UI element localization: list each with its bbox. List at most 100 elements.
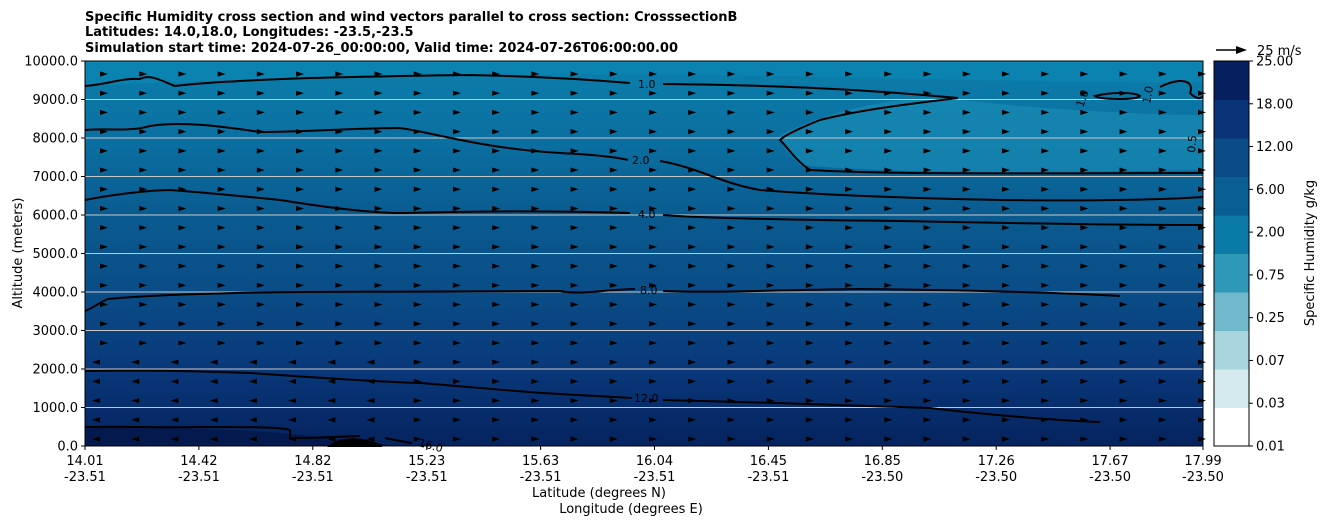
wind-vector	[531, 321, 540, 327]
wind-vector	[374, 282, 383, 288]
wind-vector	[1080, 186, 1089, 192]
dry-band-upper-right	[780, 98, 1203, 173]
wind-vector	[1158, 359, 1167, 365]
wind-vector	[452, 340, 461, 346]
wind-vector	[727, 167, 736, 173]
wind-vector	[1001, 321, 1010, 327]
x-tick-label-lon: -23.51	[406, 470, 448, 485]
wind-vector	[170, 378, 179, 384]
wind-vector	[1119, 417, 1128, 423]
colorbar-label: Specific Humidity g/kg	[1303, 180, 1318, 326]
wind-vector	[374, 321, 383, 327]
wind-vector	[884, 263, 893, 269]
x-tick-label-lat: 14.82	[294, 454, 331, 469]
wind-vector	[609, 378, 618, 384]
wind-vector	[1158, 263, 1167, 269]
contour-8-0	[84, 288, 636, 312]
wind-vector	[727, 282, 736, 288]
wind-vector	[492, 167, 501, 173]
x-axis-label-latitude: Latitude (degrees N)	[532, 486, 666, 501]
wind-vector	[962, 109, 971, 116]
wind-vector	[570, 109, 579, 116]
contour-4-0-cont	[662, 214, 1204, 226]
wind-vector	[413, 282, 422, 288]
wind-vector	[805, 129, 814, 135]
wind-vector	[531, 378, 540, 384]
wind-vector	[1119, 129, 1128, 135]
wind-vector	[1119, 225, 1128, 231]
wind-vector	[609, 436, 618, 442]
wind-vector	[452, 244, 461, 250]
wind-vector	[178, 301, 187, 308]
wind-vector	[649, 301, 657, 308]
wind-vector	[570, 225, 579, 231]
wind-vector	[688, 148, 697, 154]
contour-label-8-0: 8.0	[640, 284, 658, 297]
wind-vector	[1119, 321, 1128, 327]
contour-1-0-right	[662, 83, 1204, 175]
y-tick-label: 9000.0	[33, 93, 79, 108]
wind-vector	[209, 359, 218, 365]
y-tick-label: 0.0	[57, 440, 78, 455]
wind-vector	[727, 321, 736, 327]
wind-vector	[531, 359, 540, 365]
wind-vector	[609, 129, 618, 135]
wind-vector	[1158, 378, 1167, 384]
wind-vector	[1001, 186, 1010, 192]
x-tick-label-lat: 16.04	[636, 454, 673, 469]
wind-vector	[962, 129, 971, 135]
wind-vector	[1119, 205, 1128, 212]
wind-vector	[649, 282, 657, 288]
wind-vector	[962, 359, 971, 365]
y-axis: 0.0 1000.0 2000.0 3000.0 4000.0 5000.0 6000.0 7…	[24, 55, 85, 455]
wind-vector	[688, 90, 697, 96]
wind-vector	[727, 244, 736, 250]
wind-vector	[217, 71, 226, 77]
wind-vector	[727, 71, 736, 77]
wind-vector	[100, 282, 108, 288]
wind-vector	[374, 225, 383, 231]
wind-vector	[962, 205, 971, 212]
wind-vector	[766, 205, 775, 212]
wind-vector	[884, 109, 893, 116]
wind-vector	[1080, 129, 1089, 135]
wind-vector	[766, 436, 775, 442]
wind-vector	[884, 282, 893, 288]
wind-vector	[413, 417, 422, 423]
wind-vector	[1119, 359, 1128, 365]
wind-vector	[92, 359, 100, 365]
wind-vector	[413, 301, 422, 308]
wind-vector	[609, 359, 618, 365]
wind-vector	[923, 186, 932, 192]
wind-vector	[170, 359, 179, 365]
wind-vector	[531, 225, 540, 231]
wind-vector	[139, 340, 148, 346]
wind-vector	[100, 148, 108, 154]
wind-vector	[452, 301, 461, 308]
wind-vector	[100, 301, 108, 308]
wind-vector	[1158, 148, 1167, 154]
wind-vector	[1080, 378, 1089, 384]
wind-vector	[884, 244, 893, 250]
wind-vector	[100, 90, 108, 96]
wind-vector	[805, 378, 814, 384]
x-tick-label-lat: 17.67	[1091, 454, 1128, 469]
wind-vector	[962, 71, 971, 77]
wind-vector	[178, 263, 187, 269]
colorbar-segment	[1214, 349, 1249, 370]
wind-vector	[805, 263, 814, 269]
wind-vector	[256, 340, 265, 346]
contour-4-0	[84, 188, 631, 215]
wind-vector	[1119, 186, 1128, 192]
wind-vector	[609, 397, 618, 404]
wind-vector	[962, 225, 971, 231]
wind-vector	[570, 340, 579, 346]
wind-vector	[845, 321, 854, 327]
x-tick-label-lon: -23.50	[975, 470, 1017, 485]
wind-vector	[452, 378, 461, 384]
wind-vector	[1001, 397, 1010, 404]
wind-vector	[923, 205, 932, 212]
wind-vector	[374, 205, 383, 212]
wind-vector	[884, 301, 893, 308]
wind-vector	[248, 378, 257, 384]
